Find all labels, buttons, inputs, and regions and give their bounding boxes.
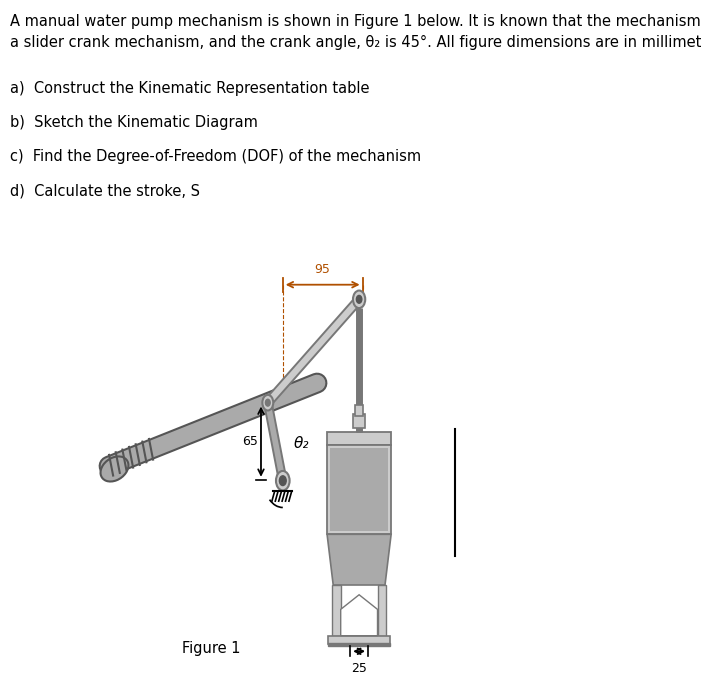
Bar <box>329 642 390 646</box>
Text: θ₂: θ₂ <box>294 436 309 451</box>
Polygon shape <box>264 401 287 482</box>
Ellipse shape <box>100 456 128 481</box>
Circle shape <box>356 295 362 303</box>
Bar <box>330 448 388 531</box>
Text: d)  Calculate the stroke, S: d) Calculate the stroke, S <box>10 183 200 198</box>
Text: a)  Construct the Kinematic Representation table: a) Construct the Kinematic Representatio… <box>10 81 369 96</box>
Circle shape <box>280 476 286 485</box>
Circle shape <box>276 471 290 491</box>
Text: 65: 65 <box>243 435 258 448</box>
Bar <box>327 445 391 534</box>
Circle shape <box>266 399 270 406</box>
Text: 95: 95 <box>315 263 331 276</box>
Polygon shape <box>327 534 391 585</box>
Text: A manual water pump mechanism is shown in Figure 1 below. It is known that the m: A manual water pump mechanism is shown i… <box>10 13 701 29</box>
Polygon shape <box>341 594 378 636</box>
Polygon shape <box>266 295 361 406</box>
Text: b)  Sketch the Kinematic Diagram: b) Sketch the Kinematic Diagram <box>10 115 257 130</box>
Bar <box>378 585 386 636</box>
Bar <box>329 636 390 644</box>
Circle shape <box>353 290 365 308</box>
Text: c)  Find the Degree-of-Freedom (DOF) of the mechanism: c) Find the Degree-of-Freedom (DOF) of t… <box>10 149 421 164</box>
Text: Figure 1: Figure 1 <box>182 640 240 656</box>
Bar <box>327 432 391 445</box>
Text: a slider crank mechanism, and the crank angle, θ₂ is 45°. All figure dimensions : a slider crank mechanism, and the crank … <box>10 35 701 50</box>
Circle shape <box>262 395 273 410</box>
Bar <box>355 404 363 417</box>
Bar <box>353 415 365 428</box>
Text: 25: 25 <box>351 662 367 674</box>
Bar <box>332 585 341 636</box>
